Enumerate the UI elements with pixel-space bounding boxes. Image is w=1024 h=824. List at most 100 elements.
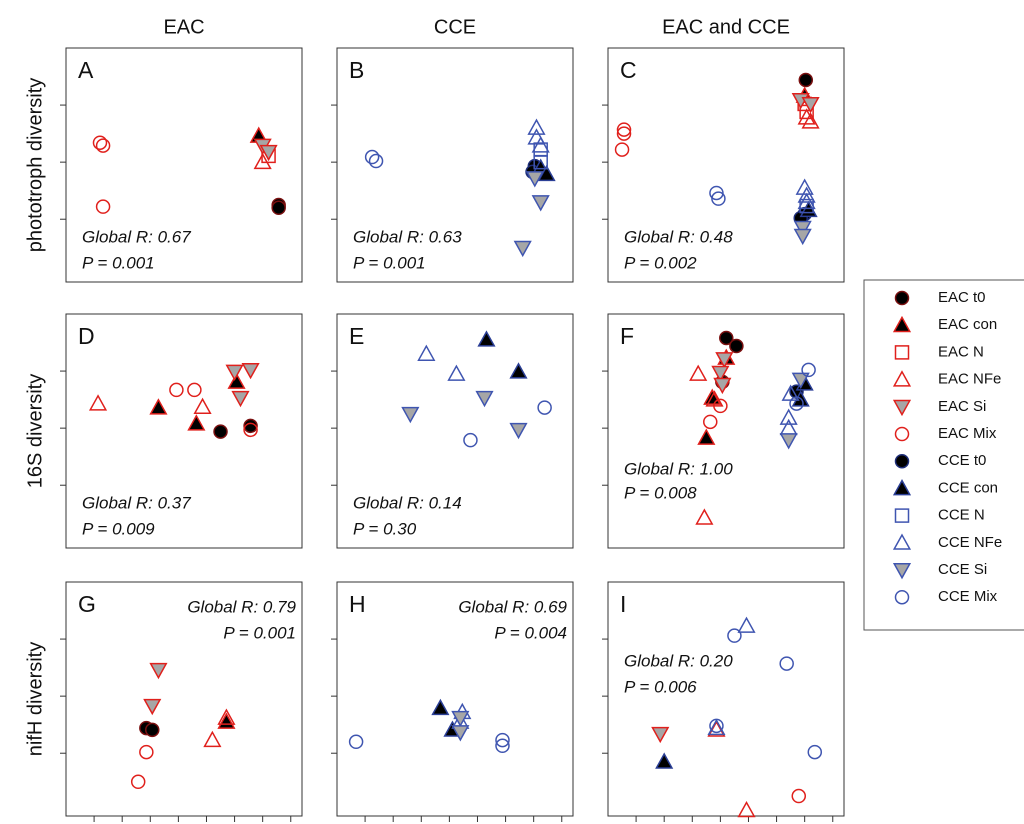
point [798,72,814,88]
annotation: P = 0.009 [82,519,155,538]
point [348,734,364,750]
point [139,744,154,760]
point [801,112,820,129]
plot-frame [607,581,845,817]
point [727,628,742,643]
point [527,128,546,145]
point [807,744,823,760]
point [130,774,146,790]
point [203,730,222,748]
plot-frame [607,313,845,549]
annotation: Global R: 0.67 [82,227,191,246]
panel: C Global R: 0.48 P = 0.002 [602,47,845,283]
point [713,377,732,395]
point [791,788,807,804]
point [703,414,718,430]
row-title: 16S diversity [24,374,46,489]
point [715,352,734,369]
point [616,122,632,137]
plot-frame [336,47,574,283]
legend-marker [894,453,910,469]
legend-marker [892,563,912,580]
plot-frame [336,581,574,817]
panel-label: C [620,57,637,83]
column-title: EAC and CCE [662,16,790,38]
point [431,698,450,716]
legend-marker [892,399,912,417]
legend-label: CCE t0 [938,452,986,469]
point [797,108,816,125]
point [531,136,550,153]
point [368,153,384,169]
legend-label: CCE con [938,479,998,496]
legend-marker [894,290,910,306]
point [231,390,250,408]
panel-label: F [620,323,634,349]
plot-frame [65,581,303,817]
plot-frame [65,47,303,283]
point [259,144,278,162]
legend-label: EAC con [938,316,997,333]
legend-marker [892,370,912,387]
point [525,171,544,188]
panel: E Global R: 0.14 P = 0.30 [331,313,574,549]
point [475,390,494,408]
annotation: Global R: 0.69 [458,597,567,616]
annotation: P = 0.006 [624,677,697,696]
panel-label: D [78,323,95,349]
annotation: P = 0.30 [353,519,417,538]
point [537,400,552,415]
point [513,240,532,258]
panel-label: G [78,591,96,617]
legend-label: CCE N [938,507,985,524]
point [243,418,258,434]
point [451,725,470,742]
point [655,752,674,769]
legend-label: EAC N [938,343,984,360]
point [737,616,756,633]
point [143,698,162,716]
point [95,199,111,214]
point [651,726,670,744]
point [241,362,260,380]
annotation: P = 0.001 [223,623,296,642]
point [795,178,814,195]
point [779,433,798,450]
annotation: P = 0.001 [82,253,155,272]
annotation: Global R: 1.00 [624,459,733,478]
annotation: P = 0.001 [353,253,426,272]
point [477,330,496,347]
point [417,344,436,361]
panel: A Global R: 0.67 P = 0.001 [60,47,303,283]
plot-frame [336,313,574,549]
point [364,149,380,165]
point [779,408,798,425]
point [793,220,812,238]
point [149,662,168,680]
annotation: Global R: 0.20 [624,651,733,670]
row-title: phototroph diversity [24,78,46,253]
point [463,432,478,448]
panel-label: A [78,57,94,83]
annotation: Global R: 0.79 [187,597,296,616]
legend-marker [894,589,910,605]
legend-marker [892,479,912,496]
point [793,228,812,246]
point [801,362,816,378]
legend-marker [892,533,912,550]
point [187,382,202,398]
point [711,191,726,206]
legend-label: CCE NFe [938,534,1002,551]
legend-marker [894,345,910,360]
point [729,338,744,354]
point [495,732,510,748]
annotation: Global R: 0.37 [82,493,191,512]
point [149,398,168,415]
row-title: nifH diversity [24,642,46,756]
point [616,126,632,141]
panel-label: B [349,57,364,83]
panel-label: H [349,591,366,617]
annotation: P = 0.004 [494,623,567,642]
point [193,397,212,415]
